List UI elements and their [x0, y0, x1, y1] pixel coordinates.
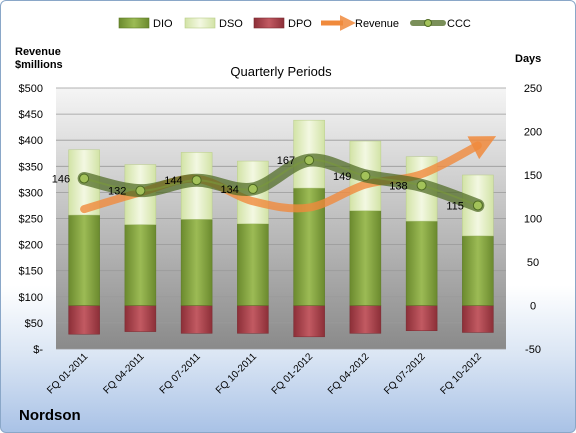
ccc-marker: [247, 183, 258, 194]
legend-label-dso: DSO: [219, 18, 243, 30]
x-tick-label: FQ 07-2012: [382, 351, 428, 397]
legend: DIO DSO DPO Revenue CCC: [118, 14, 471, 32]
left-tick-label: $100: [19, 292, 43, 304]
x-tick-label: FQ 01-2011: [45, 351, 90, 396]
legend-swatch-dpo: [253, 17, 285, 29]
legend-label-dio: DIO: [153, 18, 173, 30]
left-tick-label: $-: [33, 344, 43, 356]
left-tick-label: $350: [19, 161, 43, 173]
ccc-data-label: 132: [108, 186, 126, 198]
ccc-data-label: 146: [52, 173, 70, 185]
x-tick-label: FQ 10-2011: [214, 351, 259, 396]
ccc-marker: [360, 170, 371, 181]
left-tick-label: $200: [19, 240, 43, 252]
bar-dio: [180, 219, 213, 306]
left-axis-header-line1: Revenue: [15, 46, 61, 58]
legend-label-ccc: CCC: [447, 18, 471, 30]
ccc-data-label: 149: [333, 171, 351, 183]
right-tick-label: 150: [524, 170, 542, 182]
x-tick-label: FQ 07-2011: [158, 351, 203, 396]
left-axis-header-line2: $millions: [15, 59, 63, 71]
ccc-marker: [135, 185, 146, 196]
bar-dio: [237, 223, 269, 306]
right-axis-header: Days: [515, 53, 542, 65]
x-tick-label: FQ 10-2012: [438, 351, 484, 397]
left-axis-ticks: $- $50 $100 $150 $200 $250 $300 $350 $400 $450 $50…: [19, 83, 44, 356]
bar-dpo: [237, 305, 269, 334]
bar-dpo: [124, 305, 157, 332]
ccc-marker: [416, 180, 427, 191]
x-tick-label: FQ 04-2011: [102, 351, 147, 396]
company-name: Nordson: [19, 407, 81, 424]
legend-marker-ccc: [424, 19, 432, 27]
ccc-line: [83, 159, 479, 207]
left-tick-label: $300: [19, 187, 43, 199]
bar-dpo: [293, 305, 325, 338]
ccc-data-label: 138: [389, 180, 407, 192]
ccc-marker: [79, 173, 90, 184]
left-tick-label: $400: [19, 135, 43, 147]
right-tick-label: 50: [527, 257, 539, 269]
right-tick-label: 100: [524, 214, 542, 226]
bar-dio: [349, 210, 382, 306]
bar-dio: [124, 224, 157, 306]
x-axis-labels: FQ 01-2011 FQ 04-2011 FQ 07-2011 FQ 10-2011…: [45, 351, 484, 397]
bar-dpo: [462, 305, 494, 333]
ccc-marker: [304, 155, 315, 166]
right-axis-ticks: -50 0 50 100 150 200 250: [524, 83, 542, 356]
x-tick-label: FQ 04-2012: [326, 351, 372, 397]
right-tick-label: 250: [524, 83, 542, 95]
bar-dpo: [180, 305, 213, 334]
bar-dio: [405, 220, 438, 306]
bar-dio: [68, 214, 100, 306]
left-tick-label: $150: [19, 266, 43, 278]
left-tick-label: $250: [19, 214, 43, 226]
ccc-marker: [191, 175, 202, 186]
legend-label-revenue: Revenue: [355, 18, 399, 30]
bar-dpo: [68, 305, 100, 335]
bar-dio: [462, 235, 494, 306]
ccc-marker: [472, 200, 483, 211]
legend-swatch-dio: [118, 17, 150, 29]
ccc-data-label: 144: [164, 175, 182, 187]
bar-dpo: [349, 305, 382, 334]
left-axis-header: Revenue $millions: [15, 46, 63, 72]
ccc-series: 146 132 144 134 167 149 138 115: [52, 153, 485, 212]
ccc-data-label: 167: [277, 155, 295, 167]
ccc-data-label: 115: [446, 200, 464, 212]
left-tick-label: $50: [25, 318, 43, 330]
right-tick-label: 200: [524, 127, 542, 139]
legend-swatch-dso: [184, 17, 216, 29]
right-tick-label: -50: [525, 344, 541, 356]
chart-title: Quarterly Periods: [230, 64, 332, 79]
left-tick-label: $450: [19, 109, 43, 121]
bar-dpo: [405, 305, 438, 331]
x-tick-label: FQ 01-2012: [270, 351, 316, 397]
ccc-data-label: 134: [221, 184, 239, 196]
right-tick-label: 0: [530, 301, 536, 313]
legend-label-dpo: DPO: [288, 18, 312, 30]
left-tick-label: $500: [19, 83, 43, 95]
